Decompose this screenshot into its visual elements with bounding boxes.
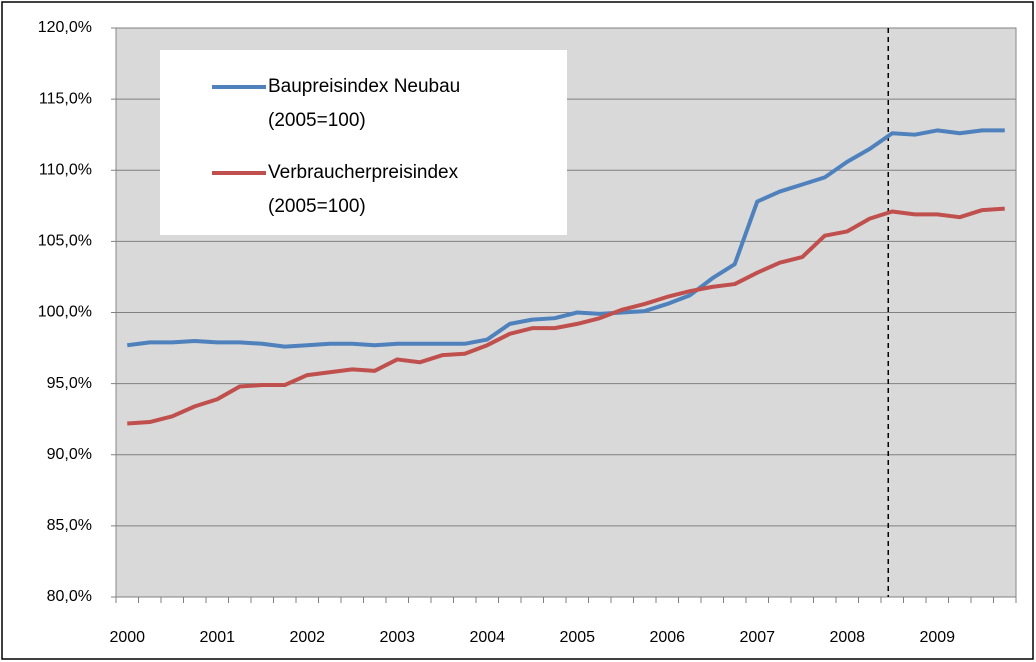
x-tick-label: 2007 [739,629,775,646]
series-line [127,206,1005,426]
x-tick-label: 2005 [559,629,595,646]
legend: Baupreisindex Neubau (2005=100) Verbrauch… [160,50,567,235]
y-tick-label: 100,0% [38,304,92,321]
x-tick-label: 2002 [289,629,325,646]
y-tick-label: 105,0% [38,233,92,250]
y-tick-label: 90,0% [47,446,92,463]
legend-swatch [212,171,266,175]
x-tick-label: 2003 [379,629,415,646]
y-tick-label: 85,0% [47,517,92,534]
y-tick-label: 80,0% [47,588,92,605]
legend-label: Verbraucherpreisindex (2005=100) [268,162,459,217]
y-tick-label: 110,0% [39,161,92,178]
legend-swatch [212,85,266,89]
legend-label: Baupreisindex Neubau (2005=100) [268,76,461,131]
y-tick-label: 120,0% [38,19,92,36]
series-line [126,128,1005,349]
x-tick-label: 2000 [109,629,145,646]
x-tick-label: 2001 [199,629,235,646]
x-tick-label: 2008 [829,629,865,646]
y-tick-label: 95,0% [47,375,92,392]
x-tick-label: 2009 [919,629,955,646]
y-tick-label: 115,0% [39,90,92,107]
x-tick-label: 2006 [649,629,685,646]
x-tick-label: 2004 [469,629,505,646]
